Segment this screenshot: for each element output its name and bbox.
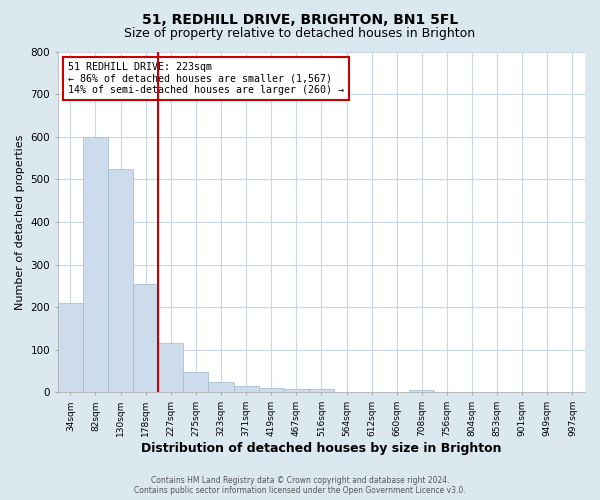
Text: Contains HM Land Registry data © Crown copyright and database right 2024.
Contai: Contains HM Land Registry data © Crown c… bbox=[134, 476, 466, 495]
Y-axis label: Number of detached properties: Number of detached properties bbox=[15, 134, 25, 310]
Bar bbox=[158, 344, 184, 392]
Bar bbox=[83, 136, 108, 392]
Text: 51, REDHILL DRIVE, BRIGHTON, BN1 5FL: 51, REDHILL DRIVE, BRIGHTON, BN1 5FL bbox=[142, 12, 458, 26]
X-axis label: Distribution of detached houses by size in Brighton: Distribution of detached houses by size … bbox=[141, 442, 502, 455]
Text: 51 REDHILL DRIVE: 223sqm
← 86% of detached houses are smaller (1,567)
14% of sem: 51 REDHILL DRIVE: 223sqm ← 86% of detach… bbox=[68, 62, 344, 95]
Bar bbox=[184, 372, 208, 392]
Bar bbox=[133, 284, 158, 393]
Text: Size of property relative to detached houses in Brighton: Size of property relative to detached ho… bbox=[124, 28, 476, 40]
Bar bbox=[233, 386, 259, 392]
Bar bbox=[284, 390, 309, 392]
Bar bbox=[259, 388, 284, 392]
Bar bbox=[208, 382, 233, 392]
Bar bbox=[58, 303, 83, 392]
Bar bbox=[309, 390, 334, 392]
Bar bbox=[409, 390, 434, 392]
Bar bbox=[108, 168, 133, 392]
